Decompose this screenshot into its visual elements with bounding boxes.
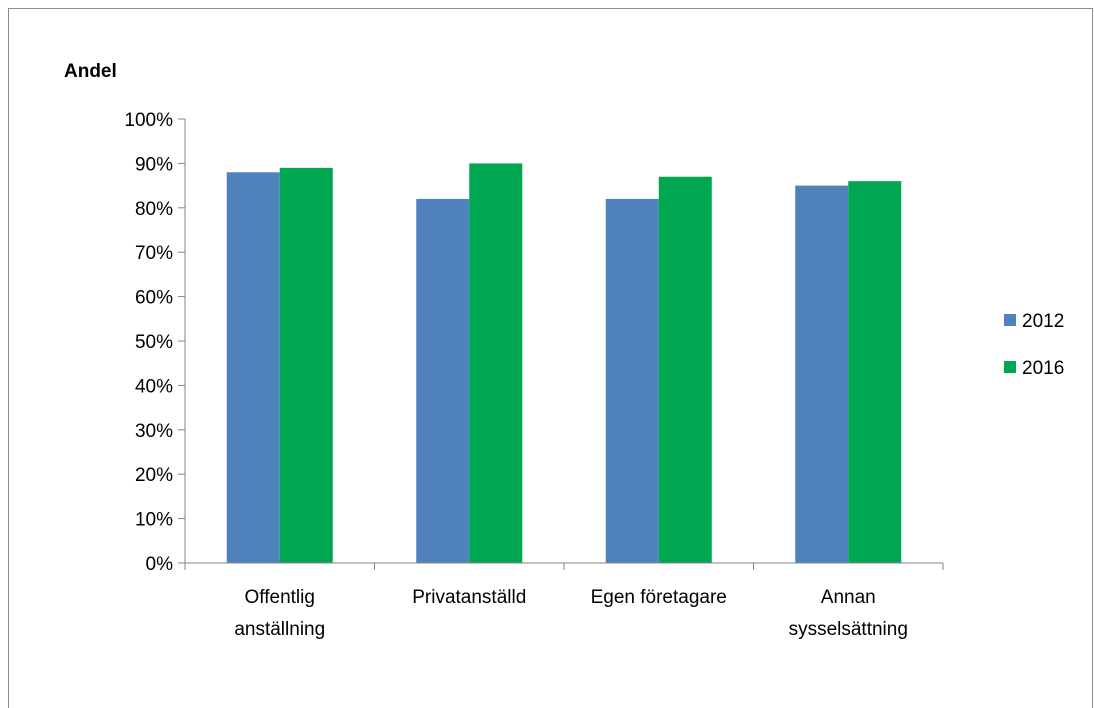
y-axis: 0% 10% 20% 30% 40% 50% 60% 70% 80% 90% 100% — [124, 110, 186, 575]
x-axis: Offentlig anställning Privatanställd Egen f… — [184, 562, 944, 640]
y-tick-label: 40% — [135, 376, 173, 397]
x-category-label: sysselsättning — [789, 619, 908, 640]
x-category-label: anställning — [234, 619, 325, 640]
bars — [226, 163, 902, 564]
chart-frame — [8, 8, 1093, 708]
bar-2012-1 — [226, 172, 280, 563]
bar-2012-4 — [795, 185, 849, 563]
y-tick-label: 10% — [135, 510, 173, 531]
bar-2012-2 — [416, 198, 470, 564]
y-tick-label: 60% — [135, 288, 173, 309]
x-category-label: Offentlig — [245, 587, 315, 608]
legend-swatch-2012 — [1004, 314, 1016, 326]
y-axis-title: Andel — [64, 61, 117, 82]
bar-2016-3 — [658, 176, 712, 563]
bar-2012-3 — [605, 198, 659, 564]
bar-2016-2 — [469, 163, 523, 563]
y-tick-label: 100% — [124, 110, 173, 131]
legend-label: 2012 — [1022, 311, 1064, 332]
y-tick-label: 20% — [135, 465, 173, 486]
y-tick-label: 70% — [135, 243, 173, 264]
bar-chart: Andel 0%10%20%30%40%50%60%70%80%90%100% … — [64, 61, 1064, 640]
legend-label: 2016 — [1022, 358, 1064, 379]
y-tick-label: 50% — [135, 332, 173, 353]
legend: 2012 2016 — [1004, 311, 1064, 379]
x-category-label: Annan — [821, 587, 876, 608]
x-category-label: Egen företagare — [591, 587, 727, 608]
x-category-label: Privatanställd — [412, 587, 526, 608]
y-tick-label: 80% — [135, 199, 173, 220]
y-tick-label: 90% — [135, 154, 173, 175]
bar-2016-4 — [848, 181, 902, 563]
y-tick-label: 0% — [146, 554, 174, 575]
bar-2016-1 — [279, 167, 333, 563]
y-tick-label: 30% — [135, 421, 173, 442]
legend-swatch-2016 — [1004, 361, 1016, 373]
